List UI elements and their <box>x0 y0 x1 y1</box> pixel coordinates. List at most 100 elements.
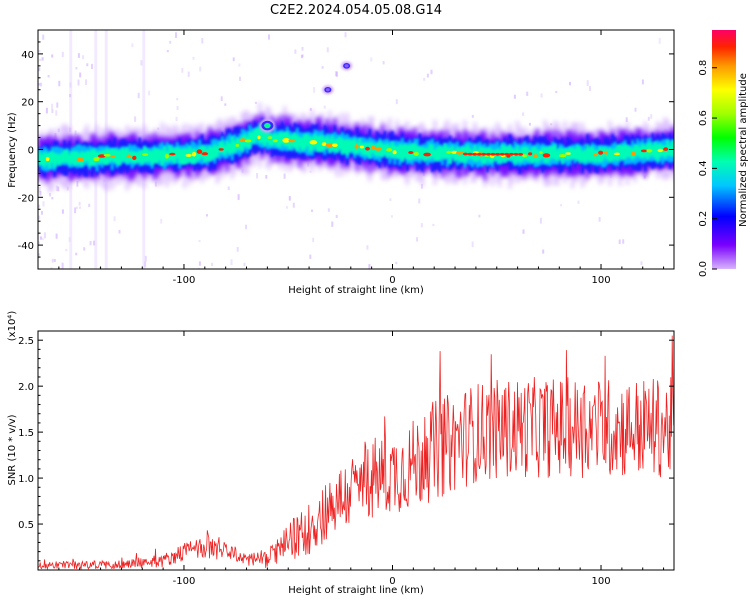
heatmap-cell <box>350 140 354 152</box>
heatmap-cell <box>138 150 142 163</box>
heatmap-cell <box>85 150 89 162</box>
heatmap-speckle <box>51 103 54 110</box>
heatmap-cell <box>90 149 94 166</box>
heatmap-speckle <box>471 114 474 118</box>
heatmap-hotspot <box>598 150 604 155</box>
heatmap-cell <box>413 143 417 159</box>
heatmap-speckle <box>368 264 371 269</box>
heatmap-hotspot <box>446 150 452 154</box>
heatmap-cell <box>430 144 434 158</box>
y-tick-label: 0.5 <box>18 520 34 531</box>
heatmap-cell <box>588 147 592 164</box>
heatmap-speckle <box>42 201 45 207</box>
heatmap-cell <box>235 137 239 150</box>
heatmap-speckle <box>528 122 531 126</box>
heatmap-cell <box>390 141 394 158</box>
heatmap-speckle <box>321 66 324 69</box>
heatmap-cell <box>228 143 232 155</box>
heatmap-speckle <box>230 259 233 266</box>
heatmap-feature <box>259 118 276 133</box>
heatmap-speckle <box>43 232 46 239</box>
heatmap-speckle <box>89 241 92 246</box>
heatmap-speckle <box>131 43 134 48</box>
heatmap-speckle <box>65 248 68 252</box>
heatmap-hotspot <box>565 152 571 155</box>
heatmap-cell <box>223 145 227 156</box>
heatmap-speckle <box>335 214 338 218</box>
heatmap-hotspot <box>191 151 197 157</box>
heatmap-cell <box>338 136 342 149</box>
heatmap-hotspot <box>282 138 290 143</box>
heatmap-hotspot <box>142 153 149 157</box>
heatmap-hotspot <box>110 155 115 158</box>
heatmap-cell <box>120 148 124 162</box>
heatmap-cell <box>666 140 670 156</box>
heatmap-cell <box>218 142 222 153</box>
heatmap-speckle <box>175 32 177 38</box>
heatmap-hotspot <box>93 156 100 162</box>
heatmap-hotspot <box>321 142 327 147</box>
heatmap-cell <box>255 127 259 140</box>
heatmap-speckle <box>91 63 93 69</box>
snr-y-label: SNR (10 * v/v) <box>7 414 18 485</box>
heatmap-speckle <box>288 196 291 201</box>
heatmap-cell <box>345 139 349 156</box>
heatmap-speckle <box>38 204 41 208</box>
heatmap-cell <box>83 152 87 163</box>
heatmap-cell <box>318 135 322 153</box>
heatmap-speckle <box>137 92 140 99</box>
heatmap-cell <box>180 148 184 165</box>
y-tick-label: -20 <box>18 193 34 204</box>
heatmap-cell <box>103 149 107 165</box>
heatmap-cell <box>360 143 364 155</box>
heatmap-cell <box>383 144 387 155</box>
heatmap-cell <box>168 145 172 161</box>
heatmap-cell <box>656 144 660 162</box>
snr-x-label: Height of straight line (km) <box>288 585 424 596</box>
heatmap-speckle <box>38 50 41 53</box>
heatmap-speckle <box>313 87 316 93</box>
heatmap-speckle <box>309 170 312 173</box>
heatmap-hotspot <box>495 152 501 156</box>
heatmap-speckle <box>237 194 240 200</box>
heatmap-cell <box>73 150 77 167</box>
heatmap-cell <box>135 152 139 164</box>
heatmap-speckle <box>140 60 143 66</box>
x-tick-label: 100 <box>591 576 610 587</box>
heatmap-speckle <box>301 54 304 58</box>
heatmap-speckle <box>79 206 81 209</box>
heatmap-cell <box>448 147 452 164</box>
heatmap-cell <box>208 145 212 162</box>
heatmap-cell <box>148 150 152 162</box>
colorbar-gradient <box>712 30 736 269</box>
heatmap-speckle <box>192 57 195 60</box>
heatmap-cell <box>173 148 177 164</box>
heatmap-cell <box>518 150 522 163</box>
heatmap-hotspot <box>490 152 496 156</box>
heatmap-speckle <box>166 50 169 53</box>
heatmap-speckle <box>301 47 304 51</box>
heatmap-speckle <box>522 112 525 116</box>
heatmap-speckle <box>650 114 653 119</box>
heatmap-cell <box>93 149 97 166</box>
heatmap-speckle <box>647 116 650 121</box>
colorbar-label: Normalized spectral amplitude <box>738 73 749 227</box>
heatmap-cell <box>403 143 407 159</box>
heatmap-cell <box>418 146 422 160</box>
heatmap-cell <box>591 146 595 162</box>
heatmap-speckle <box>285 206 288 209</box>
heatmap-hotspot <box>185 153 192 157</box>
spectrogram-y-label: Frequency (Hz) <box>7 112 18 188</box>
heatmap-cell <box>573 148 577 159</box>
heatmap-cell <box>618 143 622 159</box>
heatmap-speckle <box>326 47 329 53</box>
heatmap-speckle <box>61 51 64 57</box>
heatmap-cell <box>305 134 309 147</box>
heatmap-cell <box>278 132 282 148</box>
heatmap-speckle <box>370 57 373 62</box>
heatmap-speckle <box>187 71 190 77</box>
heatmap-cell <box>230 136 234 153</box>
heatmap-cell <box>160 149 164 166</box>
heatmap-speckle <box>169 40 172 44</box>
heatmap-cell <box>551 146 555 159</box>
